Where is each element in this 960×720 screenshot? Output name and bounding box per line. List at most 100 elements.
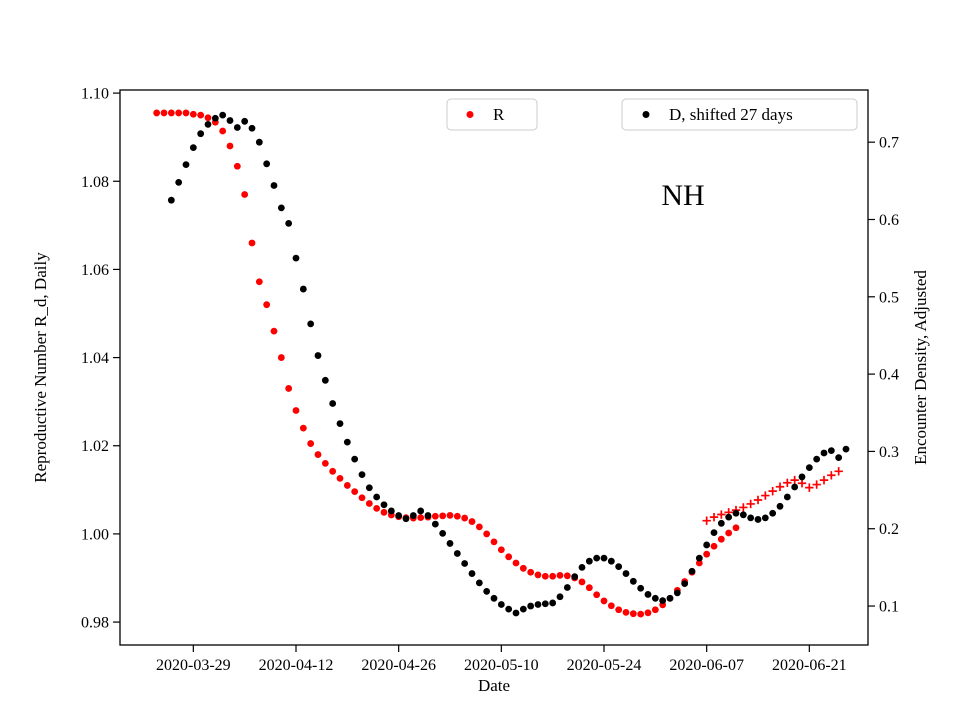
chart-title: NH: [661, 179, 704, 212]
data-point: [395, 512, 403, 519]
data-point: [461, 560, 469, 567]
legend-d-marker-icon: [642, 111, 650, 118]
data-point: [475, 523, 483, 531]
data-point: [321, 376, 329, 384]
data-point: [351, 455, 359, 463]
data-point: [299, 285, 307, 293]
x-axis-ticks: 2020-03-29 2020-04-12 2020-04-26 2020-05-10…: [156, 645, 847, 674]
left-tick-label: 1.04: [81, 350, 109, 367]
data-point: [373, 504, 381, 512]
data-point: [307, 440, 315, 447]
legend-r: R: [446, 98, 538, 131]
x-tick-label: 2020-04-26: [361, 657, 436, 674]
data-point: [615, 606, 623, 614]
data-point: [277, 354, 285, 361]
x-tick-label: 2020-06-07: [669, 657, 744, 674]
x-tick-label: 2020-03-29: [156, 657, 231, 674]
data-point: [226, 142, 234, 150]
data-point: [659, 597, 667, 605]
data-point: [842, 445, 850, 453]
data-point: [490, 538, 498, 546]
data-point: [373, 493, 381, 501]
data-point: [607, 602, 615, 610]
data-point: [219, 111, 227, 119]
legend-d: D, shifted 27 days: [621, 98, 858, 131]
x-tick-label: 2020-05-24: [567, 657, 642, 674]
data-point: [483, 530, 491, 538]
legend-r-label: R: [493, 105, 505, 124]
left-tick-label: 1.10: [81, 86, 109, 103]
data-point: [417, 514, 425, 522]
data-point: [549, 599, 557, 607]
data-point: [673, 589, 681, 597]
data-point: [585, 584, 593, 592]
data-point: [593, 554, 601, 562]
data-point: [505, 605, 513, 613]
data-point: [241, 117, 249, 125]
data-point: [446, 540, 454, 547]
data-point: [490, 594, 498, 602]
data-point: [241, 191, 249, 198]
data-point: [387, 507, 395, 515]
right-tick-label: 0.1: [879, 599, 899, 616]
data-point: [644, 609, 652, 617]
data-point: [314, 352, 322, 359]
data-point: [688, 567, 696, 575]
data-point: [197, 111, 205, 119]
data-point: [226, 117, 234, 124]
data-point: [211, 114, 219, 122]
data-point: [380, 501, 388, 509]
data-point: [431, 512, 439, 520]
data-point-plus: [827, 471, 836, 480]
data-point-plus: [790, 475, 799, 485]
data-point: [519, 564, 527, 572]
data-point: [255, 138, 263, 146]
data-point: [453, 550, 461, 557]
data-point: [549, 572, 557, 580]
left-axis-label: Reproductive Number R_d, Daily: [31, 252, 50, 483]
data-point: [270, 327, 278, 335]
data-point: [563, 572, 571, 580]
data-point: [270, 182, 278, 189]
data-point: [791, 483, 799, 491]
data-point: [197, 130, 205, 138]
data-point-plus: [739, 503, 748, 512]
data-point: [695, 554, 703, 562]
data-point: [409, 512, 417, 519]
data-point: [248, 124, 256, 132]
left-tick-label: 1.02: [81, 438, 109, 455]
data-point: [461, 514, 469, 522]
data-point: [358, 471, 366, 479]
data-point-plus: [702, 516, 711, 525]
data-point: [336, 474, 344, 482]
data-point: [747, 514, 755, 522]
data-point: [556, 593, 564, 601]
data-point: [380, 508, 388, 516]
data-point: [725, 513, 733, 521]
data-point: [167, 109, 175, 117]
data-point-plus: [797, 479, 807, 488]
data-point: [453, 512, 461, 520]
data-point: [666, 594, 674, 602]
data-point: [600, 597, 608, 605]
data-point: [651, 606, 659, 614]
data-point: [578, 563, 586, 571]
legend-r-marker-icon: [466, 111, 474, 118]
data-point: [651, 594, 659, 602]
right-tick-label: 0.5: [879, 289, 899, 306]
data-point: [695, 559, 703, 567]
data-point: [182, 161, 190, 169]
data-point-plus: [819, 475, 829, 485]
data-point: [827, 447, 835, 455]
data-point: [593, 591, 601, 599]
series-group: [153, 109, 850, 618]
data-point: [175, 109, 183, 117]
data-point: [629, 610, 637, 618]
legend-d-label: D, shifted 27 days: [669, 105, 793, 124]
data-point: [541, 600, 549, 608]
data-point: [813, 455, 821, 463]
data-point: [248, 239, 256, 247]
data-point: [534, 601, 542, 608]
data-point: [563, 584, 571, 591]
